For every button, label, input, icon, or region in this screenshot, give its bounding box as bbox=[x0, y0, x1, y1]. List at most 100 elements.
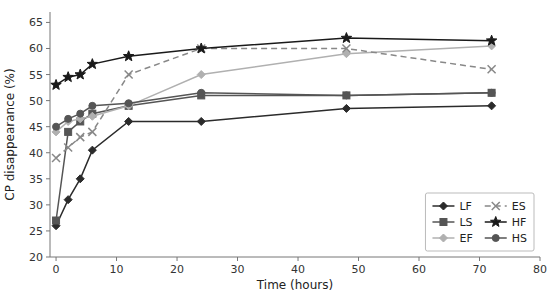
legend-marker bbox=[491, 217, 501, 227]
x-tick-label: 0 bbox=[53, 263, 60, 276]
legend-marker bbox=[439, 234, 447, 242]
y-tick bbox=[46, 230, 50, 231]
x-tick-label: 40 bbox=[291, 263, 305, 276]
y-tick bbox=[46, 22, 50, 23]
x-tick-label: 70 bbox=[473, 263, 487, 276]
legend-label: LF bbox=[459, 200, 471, 213]
point bbox=[65, 128, 72, 135]
series bbox=[51, 33, 497, 90]
legend-marker bbox=[492, 202, 500, 210]
series-line bbox=[56, 48, 492, 157]
y-tick-label: 65 bbox=[29, 16, 43, 29]
x-tick bbox=[540, 257, 541, 261]
point bbox=[486, 35, 496, 45]
point bbox=[488, 65, 496, 73]
legend-marker bbox=[440, 219, 447, 226]
legend-box bbox=[425, 193, 534, 251]
x-tick-label: 50 bbox=[352, 263, 366, 276]
point bbox=[342, 44, 350, 52]
point bbox=[198, 89, 205, 96]
point bbox=[196, 43, 206, 53]
series-line bbox=[56, 93, 492, 127]
x-tick-label: 80 bbox=[533, 263, 547, 276]
point bbox=[63, 72, 73, 82]
legend-label: ES bbox=[512, 200, 526, 213]
point bbox=[125, 71, 133, 79]
y-tick bbox=[46, 48, 50, 49]
x-tick bbox=[479, 257, 480, 261]
point bbox=[87, 59, 97, 69]
series bbox=[52, 44, 496, 161]
point bbox=[488, 89, 495, 96]
y-tick bbox=[46, 126, 50, 127]
legend-marker bbox=[492, 235, 499, 242]
x-tick-label: 20 bbox=[170, 263, 184, 276]
y-tick-label: 35 bbox=[29, 173, 43, 186]
y-tick-label: 30 bbox=[29, 199, 43, 212]
point bbox=[75, 69, 85, 79]
y-tick bbox=[46, 152, 50, 153]
y-tick-label: 50 bbox=[29, 95, 43, 108]
point bbox=[342, 104, 350, 112]
point bbox=[77, 110, 84, 117]
y-tick bbox=[46, 74, 50, 75]
y-tick-label: 45 bbox=[29, 121, 43, 134]
x-tick bbox=[116, 257, 117, 261]
x-tick bbox=[177, 257, 178, 261]
point bbox=[125, 100, 132, 107]
x-axis-line bbox=[50, 257, 540, 258]
point bbox=[123, 51, 133, 61]
y-tick-label: 40 bbox=[29, 147, 43, 160]
y-tick bbox=[46, 100, 50, 101]
series bbox=[53, 89, 496, 130]
point bbox=[197, 117, 205, 125]
point bbox=[53, 123, 60, 130]
legend: LF LS EF ES HF HS bbox=[425, 193, 534, 251]
legend-label: EF bbox=[459, 232, 472, 245]
point bbox=[197, 71, 205, 79]
point bbox=[89, 102, 96, 109]
legend-marker bbox=[439, 202, 447, 210]
point bbox=[343, 92, 350, 99]
point bbox=[88, 146, 96, 154]
x-tick bbox=[56, 257, 57, 261]
axes: 0 10 20 30 40 50 60 70 80 20 25 30 35 40 45 50 55 60 65 bbox=[29, 12, 547, 276]
point bbox=[51, 79, 61, 89]
chart: 0102030405060708020253035404550556065Tim… bbox=[0, 0, 555, 297]
y-axis-label: CP disappearance (%) bbox=[3, 68, 17, 200]
point bbox=[65, 115, 72, 122]
point bbox=[88, 112, 96, 120]
x-tick bbox=[237, 257, 238, 261]
x-tick bbox=[419, 257, 420, 261]
point bbox=[64, 144, 72, 152]
y-tick-label: 20 bbox=[29, 251, 43, 264]
legend-label: HS bbox=[512, 232, 527, 245]
y-tick bbox=[46, 257, 50, 258]
series bbox=[52, 42, 496, 136]
x-tick-label: 60 bbox=[412, 263, 426, 276]
point bbox=[52, 154, 60, 162]
point bbox=[488, 89, 495, 96]
series-line bbox=[56, 38, 492, 85]
point bbox=[343, 92, 350, 99]
x-tick-label: 10 bbox=[110, 263, 124, 276]
x-tick-label: 30 bbox=[231, 263, 245, 276]
point bbox=[76, 133, 84, 141]
x-tick bbox=[298, 257, 299, 261]
point bbox=[53, 217, 60, 224]
point bbox=[64, 196, 72, 204]
y-tick bbox=[46, 204, 50, 205]
point bbox=[76, 175, 84, 183]
x-tick bbox=[358, 257, 359, 261]
y-tick-label: 60 bbox=[29, 42, 43, 55]
legend-label: LS bbox=[459, 216, 472, 229]
y-tick bbox=[46, 178, 50, 179]
point bbox=[125, 117, 133, 125]
point bbox=[488, 102, 496, 110]
y-tick-label: 55 bbox=[29, 69, 43, 82]
legend-label: HF bbox=[512, 216, 527, 229]
point bbox=[88, 128, 96, 136]
y-tick-label: 25 bbox=[29, 225, 43, 238]
point bbox=[341, 33, 351, 43]
series-line bbox=[56, 46, 492, 132]
